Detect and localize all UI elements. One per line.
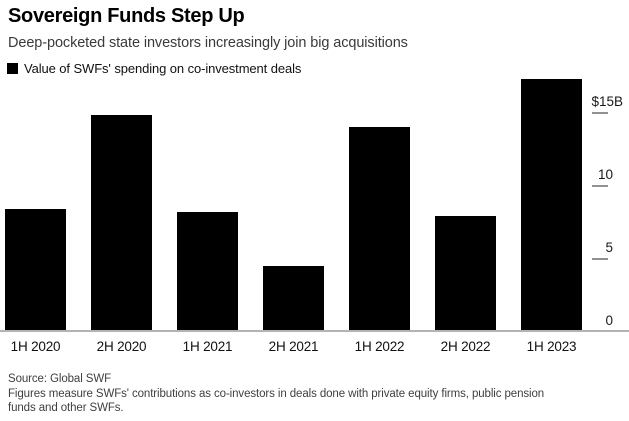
chart-subtitle: Deep-pocketed state investors increasing… (8, 35, 408, 51)
x-axis-label-1h-2023: 1H 2023 (526, 339, 577, 354)
x-axis-label-1h-2020: 1H 2020 (10, 339, 61, 354)
y-axis-label-0: 0 (605, 312, 613, 328)
x-axis-baseline (0, 329, 629, 332)
y-axis-tick (592, 111, 608, 114)
bar-1h-2023 (521, 78, 582, 330)
bar-2h-2020 (91, 115, 152, 330)
x-axis-label-2h-2022: 2H 2022 (440, 339, 491, 354)
bar-1h-2022 (349, 127, 410, 330)
legend-swatch-icon (7, 63, 18, 74)
y-axis-tick (592, 257, 608, 260)
chart-title: Sovereign Funds Step Up (8, 5, 245, 27)
bar-1h-2021 (177, 211, 238, 330)
bar-2h-2022 (435, 216, 496, 330)
x-axis-label-2h-2020: 2H 2020 (96, 339, 147, 354)
footnote-text: Figures measure SWFs' contributions as c… (8, 388, 545, 415)
x-axis-label-1h-2022: 1H 2022 (354, 339, 405, 354)
y-axis-tick (592, 184, 608, 187)
source-text: Source: Global SWF (8, 373, 112, 385)
x-axis-label-1h-2021: 1H 2021 (182, 339, 233, 354)
legend: Value of SWFs' spending on co-investment… (7, 61, 301, 76)
y-axis-label--15b: $15B (591, 93, 623, 109)
y-axis-label-10: 10 (597, 166, 613, 182)
legend-label: Value of SWFs' spending on co-investment… (24, 61, 302, 76)
bar-1h-2020 (5, 208, 66, 330)
y-axis-label-5: 5 (605, 239, 613, 255)
x-axis-label-2h-2021: 2H 2021 (268, 339, 319, 354)
bar-2h-2021 (263, 265, 324, 330)
